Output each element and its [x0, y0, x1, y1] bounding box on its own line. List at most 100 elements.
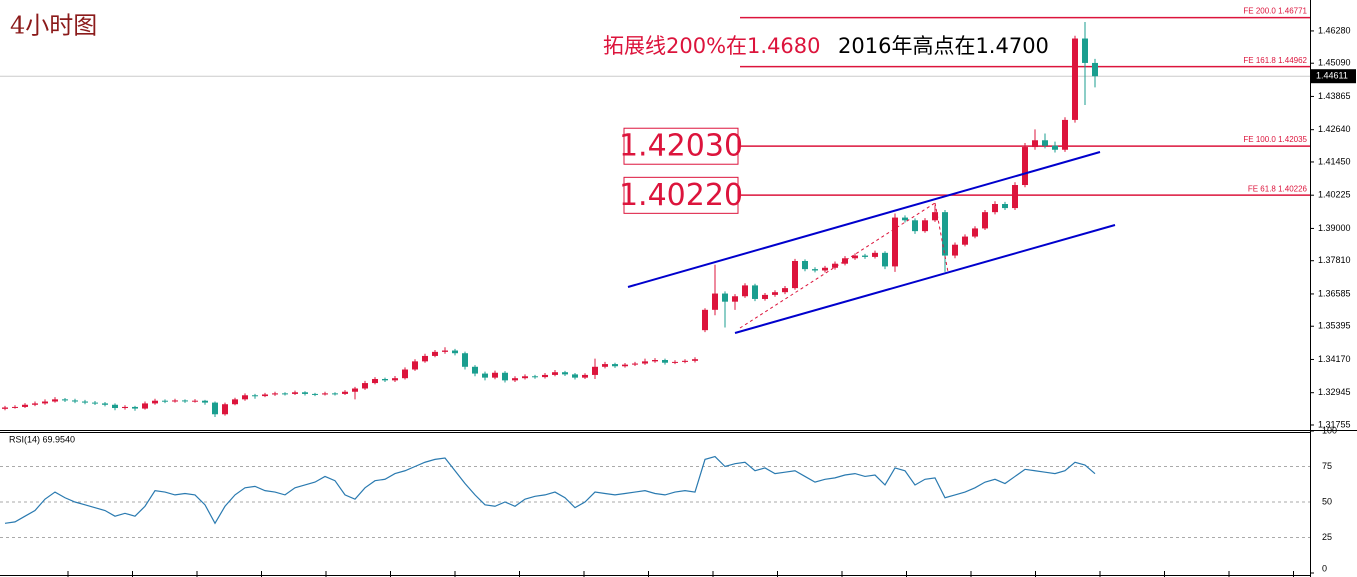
y-tick-label: 1.35395	[1318, 321, 1351, 331]
y-tick-label: 1.32945	[1318, 387, 1351, 397]
candle-body	[972, 228, 978, 237]
rsi-tick-label: 75	[1322, 461, 1332, 471]
candle-body	[502, 372, 508, 381]
candle-body	[962, 236, 968, 245]
candle-body	[832, 263, 838, 268]
chart-title: 4小时图	[10, 12, 97, 40]
candle-body	[132, 406, 138, 409]
candle-body	[282, 393, 288, 395]
candle-body	[1082, 38, 1088, 63]
candle-body	[992, 204, 998, 213]
candle-body	[912, 220, 918, 232]
candle-body	[412, 361, 418, 370]
candle-body	[392, 378, 398, 381]
annotation: 拓展线200%在1.4680	[603, 34, 821, 58]
candle-body	[622, 364, 628, 367]
candle-body	[612, 364, 618, 367]
y-tick-label: 1.41450	[1318, 156, 1351, 166]
candle-body	[702, 309, 708, 331]
candle-body	[1072, 38, 1078, 120]
last-price-box	[1311, 69, 1356, 84]
candle-body	[492, 372, 498, 378]
candle-body	[982, 212, 988, 229]
candle-body	[1012, 185, 1018, 209]
candle-body	[722, 293, 728, 302]
y-tick-label: 1.43865	[1318, 91, 1351, 101]
candle-body	[452, 350, 458, 354]
candle-body	[202, 400, 208, 403]
candle-body	[932, 212, 938, 221]
candle-body	[272, 393, 278, 395]
candle-body	[842, 258, 848, 264]
candle-body	[182, 400, 188, 402]
fib-label: FE 161.8 1.44962	[1243, 56, 1307, 65]
candle-body	[82, 401, 88, 403]
y-tick-label: 1.45090	[1318, 58, 1351, 68]
candle-body	[602, 364, 608, 367]
candle-body	[482, 373, 488, 378]
rsi-tick-label: 100	[1322, 425, 1337, 435]
candle-body	[1002, 204, 1008, 209]
candle-body	[892, 217, 898, 267]
candle-body	[242, 395, 248, 400]
candle-body	[852, 255, 858, 259]
candle-body	[92, 402, 98, 404]
candle-body	[212, 402, 218, 415]
candle-body	[562, 372, 568, 375]
rsi-label: RSI(14) 69.9540	[9, 434, 75, 444]
candle-body	[942, 212, 948, 256]
candle-body	[122, 406, 128, 409]
candle-body	[262, 394, 268, 397]
y-tick-label: 1.40225	[1318, 190, 1351, 200]
candle-body	[812, 269, 818, 271]
candle-body	[922, 220, 928, 232]
level-label: 1.42030	[619, 129, 743, 164]
fib-label: FE 200.0 1.46771	[1243, 7, 1307, 16]
fib-label: FE 100.0 1.42035	[1243, 135, 1307, 144]
candle-body	[792, 260, 798, 289]
annotation: 2016年高点在1.4700	[838, 34, 1049, 58]
level-label: 1.40220	[619, 178, 743, 213]
candle-body	[1022, 147, 1028, 186]
candle-body	[192, 400, 198, 402]
candle-body	[752, 285, 758, 299]
candle-body	[462, 353, 468, 367]
candle-body	[352, 388, 358, 392]
candle-body	[552, 372, 558, 375]
y-tick-label: 1.42640	[1318, 124, 1351, 134]
candle-body	[642, 361, 648, 364]
y-tick-label: 1.34170	[1318, 354, 1351, 364]
candle-body	[12, 406, 18, 408]
level-box	[623, 176, 739, 214]
candle-body	[32, 403, 38, 405]
y-tick-label: 1.39000	[1318, 223, 1351, 233]
candle-body	[422, 355, 428, 362]
candle-body	[1032, 140, 1038, 148]
candle-body	[152, 400, 158, 404]
candle-body	[62, 399, 68, 401]
channel-lower	[734, 224, 1116, 334]
candle-body	[72, 400, 78, 402]
level-box	[623, 127, 739, 165]
candle-body	[162, 400, 168, 402]
candle-body	[1042, 140, 1048, 146]
candle-body	[632, 363, 638, 365]
y-tick-label: 1.31755	[1318, 419, 1351, 429]
candle-body	[822, 267, 828, 271]
candle-body	[862, 255, 868, 257]
candle-body	[902, 217, 908, 221]
candle-body	[382, 378, 388, 381]
candle-body	[592, 366, 598, 375]
candle-body	[662, 360, 668, 363]
candle-body	[952, 244, 958, 256]
candle-body	[512, 378, 518, 381]
candle-body	[572, 374, 578, 378]
candle-body	[1092, 62, 1098, 77]
candle-body	[362, 383, 368, 389]
candle-body	[372, 378, 378, 384]
candle-body	[522, 376, 528, 379]
candle-body	[742, 285, 748, 297]
candle-body	[252, 395, 258, 397]
